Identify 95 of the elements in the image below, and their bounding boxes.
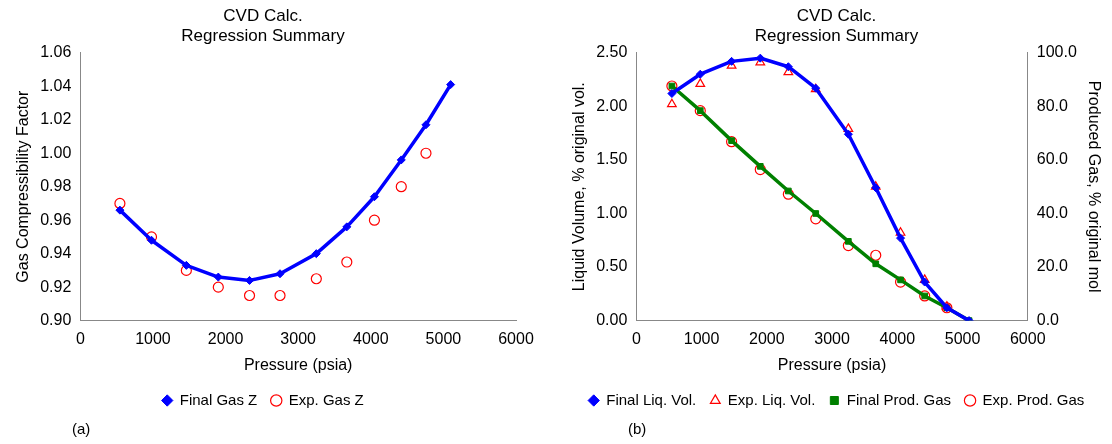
point bbox=[368, 214, 381, 226]
point bbox=[147, 235, 156, 245]
x-tick-label: 5000 bbox=[944, 329, 981, 347]
point bbox=[395, 181, 407, 193]
y-tick-label: 2.00 bbox=[596, 96, 628, 114]
y2-axis-title: Produced Gas, % original mol bbox=[1085, 80, 1103, 293]
x-axis-title: Pressure (psia) bbox=[777, 355, 887, 373]
point bbox=[666, 98, 677, 108]
x-tick-label: 0 bbox=[631, 329, 641, 347]
y2-tick-label: 20.0 bbox=[1036, 257, 1068, 275]
point bbox=[695, 78, 706, 87]
point bbox=[369, 192, 379, 202]
y-tick-label: 1.00 bbox=[596, 203, 628, 221]
point bbox=[695, 69, 705, 79]
point bbox=[812, 210, 820, 217]
x-tick-label: 4000 bbox=[879, 329, 916, 347]
x-tick-label: 1000 bbox=[683, 329, 720, 347]
y-tick-label: 1.00 bbox=[40, 143, 72, 161]
x-tick-label: 0 bbox=[75, 329, 85, 347]
x-tick-label: 3000 bbox=[280, 329, 317, 347]
point bbox=[212, 281, 224, 293]
point bbox=[783, 62, 793, 72]
x-tick-label: 1000 bbox=[135, 329, 171, 347]
y2-tick-label: 40.0 bbox=[1036, 203, 1068, 221]
point bbox=[310, 273, 322, 285]
y-axis-title: Liquid Volume, % original vol. bbox=[570, 82, 588, 292]
point bbox=[115, 205, 125, 215]
x-axis-title: Pressure (psia) bbox=[243, 355, 353, 373]
point bbox=[782, 188, 794, 200]
point bbox=[243, 289, 256, 302]
text: Regression Summary bbox=[754, 26, 919, 46]
text: CVD Calc. bbox=[223, 5, 303, 25]
point bbox=[274, 289, 286, 302]
point bbox=[725, 136, 738, 148]
point bbox=[342, 222, 352, 232]
point bbox=[420, 147, 432, 159]
point bbox=[756, 163, 764, 170]
point bbox=[895, 227, 906, 236]
x-tick-label: 6000 bbox=[498, 329, 534, 347]
point bbox=[341, 256, 353, 268]
legend-label: Final Gas Z bbox=[179, 390, 258, 408]
point bbox=[845, 238, 852, 245]
y-tick-label: 0.50 bbox=[596, 257, 628, 275]
point bbox=[213, 272, 223, 282]
point bbox=[843, 129, 853, 139]
point bbox=[842, 240, 854, 252]
y-tick-label: 1.50 bbox=[596, 150, 628, 168]
point bbox=[843, 123, 854, 132]
x-tick-label: 5000 bbox=[425, 329, 462, 347]
text: Regression Summary bbox=[181, 26, 345, 46]
x-tick-label: 3000 bbox=[814, 329, 850, 347]
point bbox=[872, 260, 880, 268]
point bbox=[754, 163, 766, 176]
y-tick-label: 0.94 bbox=[40, 244, 72, 262]
y-tick-label: 0.92 bbox=[40, 277, 72, 295]
y2-tick-label: 100.0 bbox=[1036, 43, 1077, 61]
point bbox=[896, 233, 906, 243]
y2-tick-label: 0.0 bbox=[1036, 311, 1060, 329]
point bbox=[920, 277, 930, 287]
point bbox=[275, 269, 285, 279]
legend-label: Exp. Liq. Vol. bbox=[727, 390, 816, 408]
text: (b) bbox=[628, 420, 647, 437]
x-tick-label: 4000 bbox=[352, 329, 389, 347]
point bbox=[870, 249, 882, 261]
y-tick-label: 1.04 bbox=[40, 76, 72, 94]
y-tick-label: 0.90 bbox=[40, 311, 72, 329]
text: (a) bbox=[72, 420, 91, 437]
legend-label: Final Prod. Gas bbox=[846, 390, 952, 408]
point bbox=[897, 276, 904, 284]
point bbox=[785, 187, 792, 195]
y-tick-label: 0.96 bbox=[40, 210, 72, 228]
point bbox=[810, 213, 822, 225]
point bbox=[421, 120, 431, 130]
point bbox=[667, 89, 677, 99]
point bbox=[446, 80, 456, 90]
y2-tick-label: 80.0 bbox=[1036, 96, 1068, 114]
point bbox=[311, 249, 321, 259]
point bbox=[396, 155, 406, 165]
y-tick-label: 1.06 bbox=[40, 43, 72, 61]
legend-label: Exp. Prod. Gas bbox=[982, 390, 1085, 408]
legend-label: Exp. Gas Z bbox=[288, 390, 364, 408]
y2-tick-label: 60.0 bbox=[1036, 150, 1068, 168]
point bbox=[114, 197, 126, 210]
point bbox=[894, 276, 907, 288]
legend-label: Final Liq. Vol. bbox=[606, 390, 697, 408]
y-tick-label: 1.02 bbox=[40, 110, 72, 128]
point bbox=[181, 260, 191, 270]
x-tick-label: 2000 bbox=[207, 329, 244, 347]
x-tick-label: 2000 bbox=[749, 329, 785, 347]
y-tick-label: 0.98 bbox=[40, 177, 72, 195]
y-tick-label: 0.00 bbox=[596, 311, 628, 329]
y-tick-label: 2.50 bbox=[596, 43, 628, 61]
text: CVD Calc. bbox=[796, 5, 877, 25]
x-tick-label: 6000 bbox=[1009, 329, 1046, 347]
y-axis-title: Gas Compressibility Factor bbox=[14, 90, 32, 283]
